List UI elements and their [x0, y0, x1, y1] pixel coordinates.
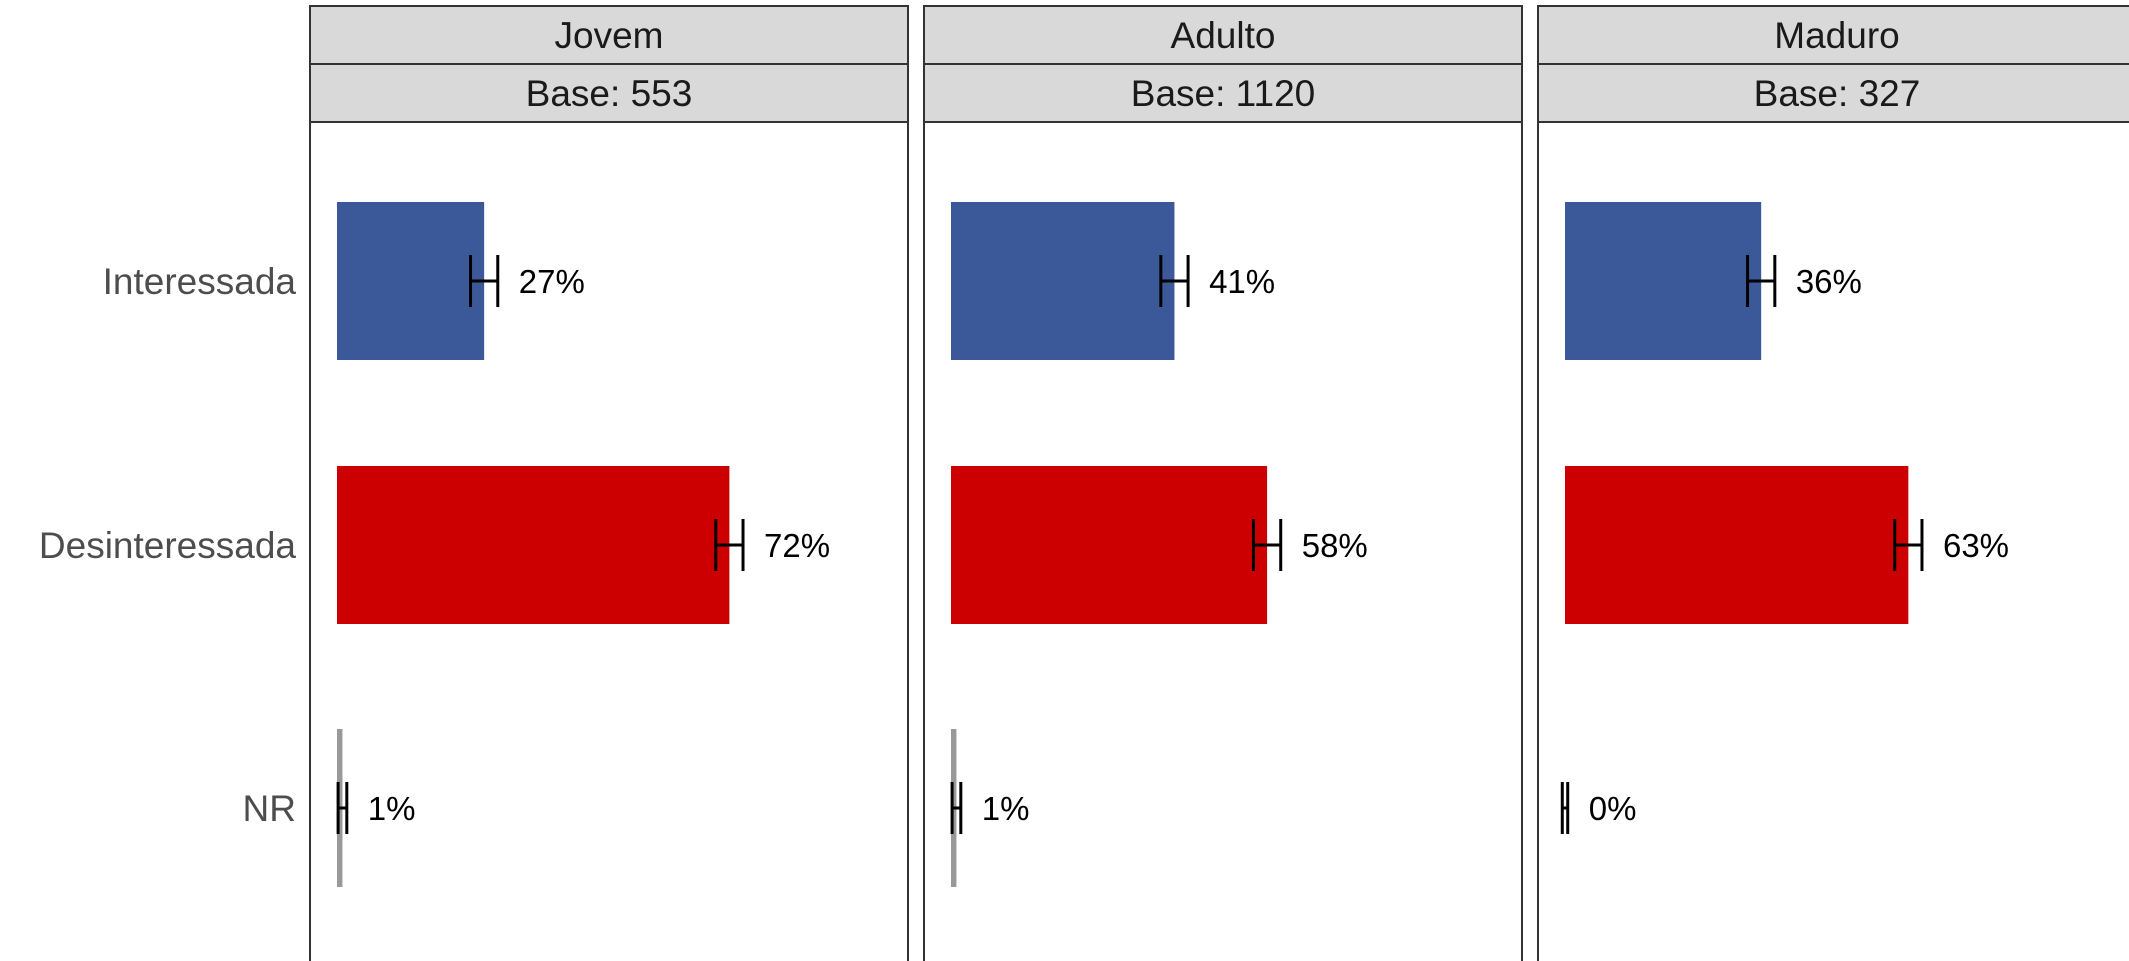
- data-label-jovem-nr: 1%: [368, 790, 416, 827]
- facet-title-maduro: Maduro: [1774, 15, 1899, 56]
- panel-border-jovem: [309, 121, 909, 961]
- data-label-maduro-nr: 0%: [1589, 790, 1637, 827]
- bar-maduro-desinteressada: [1565, 466, 1909, 624]
- bar-jovem-desinteressada: [337, 466, 730, 624]
- facet-base-strip-jovem: [309, 63, 909, 123]
- y-axis-label-desinteressada: Desinteressada: [39, 525, 297, 566]
- bar-jovem-interessada: [337, 202, 485, 360]
- y-axis-label-nr: NR: [243, 788, 296, 829]
- data-label-maduro-interessada: 36%: [1796, 263, 1862, 300]
- facet-strip-jovem: [309, 5, 909, 65]
- bar-adulto-interessada: [951, 202, 1175, 360]
- y-axis-label-interessada: Interessada: [103, 261, 297, 302]
- data-label-jovem-desinteressada: 72%: [764, 527, 830, 564]
- facet-strip-adulto: [923, 5, 1523, 65]
- data-label-adulto-nr: 1%: [982, 790, 1030, 827]
- bar-maduro-interessada: [1565, 202, 1762, 360]
- bar-adulto-desinteressada: [951, 466, 1268, 624]
- facet-strip-maduro: [1537, 5, 2129, 65]
- data-label-maduro-desinteressada: 63%: [1943, 527, 2009, 564]
- facet-base-label-jovem: Base: 553: [526, 73, 693, 114]
- panel-border-maduro: [1537, 121, 2129, 961]
- facet-title-jovem: Jovem: [555, 15, 664, 56]
- facet-base-label-adulto: Base: 1120: [1131, 73, 1315, 114]
- data-label-adulto-desinteressada: 58%: [1302, 527, 1368, 564]
- facet-base-label-maduro: Base: 327: [1754, 73, 1921, 114]
- data-label-adulto-interessada: 41%: [1209, 263, 1275, 300]
- panel-border-adulto: [923, 121, 1523, 961]
- facet-base-strip-adulto: [923, 63, 1523, 123]
- facet-title-adulto: Adulto: [1171, 15, 1276, 56]
- data-label-jovem-interessada: 27%: [519, 263, 585, 300]
